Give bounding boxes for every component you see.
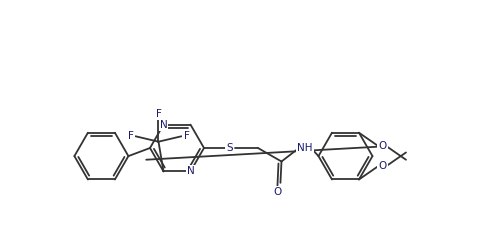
Text: N: N xyxy=(160,120,167,130)
Text: O: O xyxy=(379,161,386,171)
Text: F: F xyxy=(128,131,134,141)
Text: F: F xyxy=(156,109,162,119)
Text: NH: NH xyxy=(297,143,313,153)
Text: O: O xyxy=(379,141,386,151)
Text: N: N xyxy=(187,166,194,176)
Text: O: O xyxy=(273,187,281,197)
Text: F: F xyxy=(184,131,190,141)
Text: S: S xyxy=(226,143,233,153)
